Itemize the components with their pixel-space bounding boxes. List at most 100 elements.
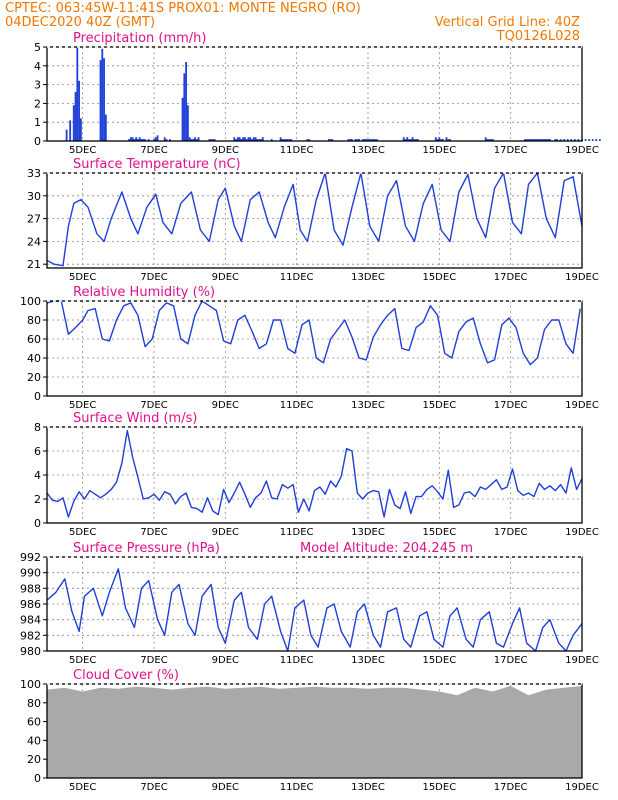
humidity-xtick-label: 15DEC (422, 400, 456, 411)
temp-ytick-label: 33 (27, 167, 41, 180)
precip-bar (208, 139, 211, 141)
wind-ytick-label: 0 (34, 517, 41, 530)
cloud-ytick-label: 60 (27, 716, 41, 729)
precip-bar (406, 137, 409, 141)
precip-bar (486, 139, 489, 141)
precip-title: Precipitation (mm/h) (73, 31, 206, 46)
humidity-xtick-label: 11DEC (280, 400, 314, 411)
pressure-ytick-label: 992 (20, 551, 41, 564)
cloud-ytick-label: 100 (20, 678, 41, 691)
precip-bar (543, 139, 546, 141)
temp-xtick-label: 13DEC (351, 272, 385, 283)
precip-bar (252, 137, 255, 141)
precip-ytick-label: 3 (34, 79, 41, 92)
precip-ytick-label: 4 (34, 60, 41, 73)
precip-bar (354, 139, 357, 141)
precip-bar (286, 139, 289, 141)
pressure-ytick-label: 984 (20, 614, 41, 627)
precip-bar (247, 137, 250, 141)
precip-bar (244, 137, 246, 141)
humidity-ytick-label: 80 (27, 314, 41, 327)
precip-bar (447, 139, 450, 141)
precip-bar (72, 105, 75, 141)
precip-bar (349, 139, 352, 141)
pressure-ytick-label: 990 (20, 567, 41, 580)
precip-bar (65, 129, 68, 141)
precip-bar (370, 139, 373, 141)
precip-bar (588, 139, 591, 141)
precip-bar (356, 139, 359, 141)
humidity-frame (46, 300, 583, 397)
temp-xtick-label: 17DEC (494, 272, 528, 283)
wind-title: Surface Wind (m/s) (73, 411, 197, 426)
cloud-title: Cloud Cover (%) (73, 668, 179, 683)
humidity-ytick-label: 40 (27, 352, 41, 365)
precip-bar (365, 139, 368, 141)
precip-bar (188, 137, 191, 141)
humidity-xtick-label: 13DEC (351, 400, 385, 411)
precip-bar (408, 139, 410, 141)
cloud-xtick-label: 17DEC (494, 782, 528, 793)
precip-ytick-label: 5 (34, 41, 41, 54)
precip-bar (591, 139, 594, 141)
precip-bar (554, 139, 557, 141)
precip-bar (290, 139, 293, 141)
precip-bar (306, 139, 309, 141)
precip-bar (374, 139, 377, 141)
precip-ytick-label: 1 (34, 116, 41, 129)
precip-bar (144, 139, 146, 141)
precip-bar (563, 139, 566, 141)
precip-bar (329, 139, 332, 141)
precip-bar (541, 139, 544, 141)
cloud-ytick-label: 0 (34, 772, 41, 785)
precip-bar (238, 137, 241, 141)
temp-xtick-label: 5DEC (69, 272, 96, 283)
cloud-xtick-label: 13DEC (351, 782, 385, 793)
precip-bar (195, 139, 198, 141)
pressure-xtick-label: 5DEC (69, 655, 96, 666)
precip-bar (327, 139, 330, 141)
precip-bar (442, 139, 444, 141)
precip-bar (490, 139, 492, 141)
temp-xtick-label: 11DEC (280, 272, 314, 283)
precip-bar (436, 139, 439, 141)
precip-frame (46, 46, 583, 142)
wind-xtick-label: 9DEC (212, 527, 239, 538)
precip-bar (566, 139, 569, 141)
precip-bar (347, 139, 350, 141)
precip-bar (154, 137, 157, 141)
cloud-xtick-label: 19DEC (565, 782, 599, 793)
precip-bar (488, 139, 491, 141)
precip-bar (308, 139, 311, 141)
humidity-ytick-label: 100 (20, 295, 41, 308)
precip-bar (79, 118, 82, 141)
header-grid-note: Vertical Grid Line: 40Z (435, 15, 580, 30)
precip-bar (104, 114, 107, 141)
humidity-ytick-label: 20 (27, 371, 41, 384)
precip-bar (532, 139, 535, 141)
precip-bar (363, 139, 366, 141)
humidity-title: Relative Humidity (%) (73, 285, 215, 300)
precip-bar (449, 139, 451, 141)
wind-ytick-label: 2 (34, 493, 41, 506)
temp-series-line (46, 172, 583, 267)
precip-bar (245, 139, 248, 141)
precip-bar (249, 137, 252, 141)
humidity-ytick-label: 60 (27, 333, 41, 346)
wind-xtick-label: 5DEC (69, 527, 96, 538)
precip-bar (183, 73, 186, 141)
precip-bar (186, 105, 189, 141)
cloud-frame (46, 683, 583, 779)
precip-bar (376, 139, 378, 141)
precip-bar (491, 139, 494, 141)
humidity-xtick-label: 17DEC (494, 400, 528, 411)
precip-bar (529, 139, 532, 141)
cloud-ytick-label: 40 (27, 734, 41, 747)
precip-bar (525, 139, 528, 141)
humidity-xtick-label: 7DEC (140, 400, 167, 411)
precip-bar (351, 139, 353, 141)
precip-bar (213, 139, 216, 141)
precip-bar (74, 92, 77, 141)
precip-bar (434, 137, 437, 141)
precip-bar (260, 139, 262, 141)
